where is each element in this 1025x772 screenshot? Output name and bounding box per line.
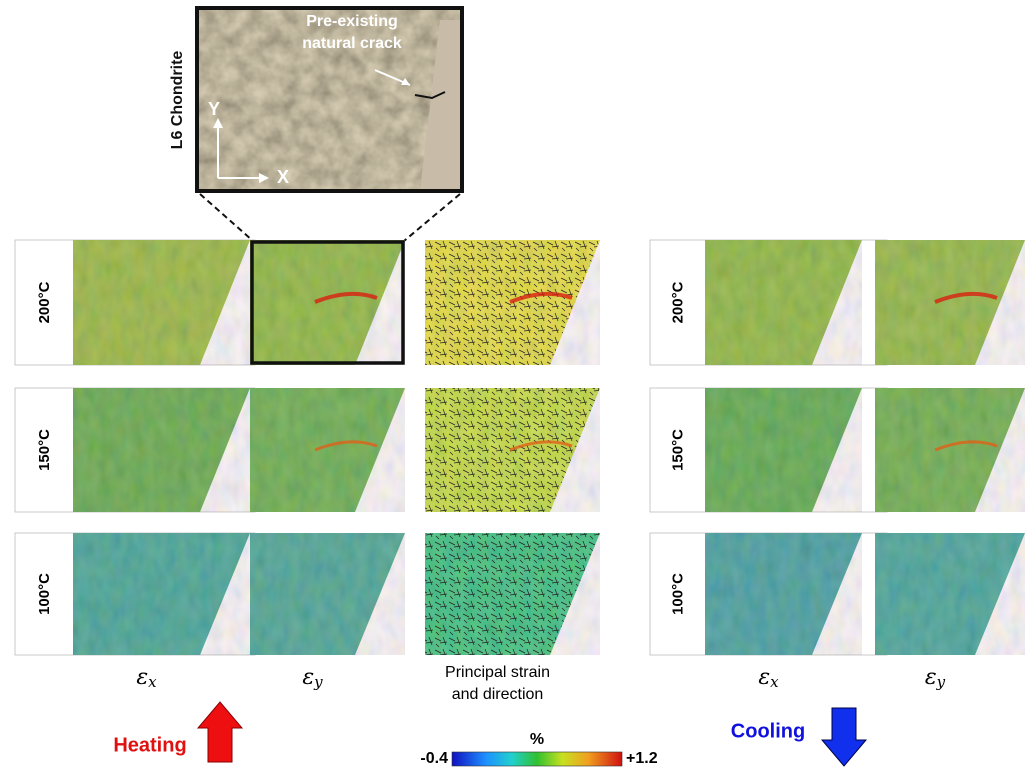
row-label: 100°C (36, 573, 53, 615)
row-label: 200°C (36, 281, 53, 323)
direction-field (425, 533, 600, 655)
cooling-label: Cooling (731, 720, 805, 742)
subscript: x (770, 673, 779, 691)
strain-texture (250, 533, 405, 655)
annotation: natural crack (302, 35, 402, 52)
strain-texture (875, 388, 1025, 512)
inset-label: L6 Chondrite (169, 51, 186, 150)
figure: Pre-existing natural crack Y X L6 Chondr… (0, 0, 1025, 772)
cooling-arrow (822, 708, 866, 766)
row-label: 150°C (669, 429, 686, 471)
colorbar (452, 752, 622, 766)
colorbar-unit: % (530, 731, 544, 748)
column-label: εx (758, 665, 779, 691)
subscript: y (313, 673, 323, 691)
symbol: ε (758, 665, 770, 690)
symbol: ε (925, 665, 937, 690)
row-label: 150°C (36, 429, 53, 471)
axis-label: Y (208, 99, 220, 119)
strain-texture (250, 240, 405, 365)
colorbar-tick-label: +1.2 (626, 750, 658, 767)
symbol: ε (136, 665, 148, 690)
row-label: 100°C (669, 573, 686, 615)
subscript: x (148, 673, 157, 691)
column-label: εy (925, 665, 946, 691)
colorbar-tick-label: -0.4 (420, 750, 448, 767)
annotation: Pre-existing (306, 13, 398, 30)
inset: Pre-existing natural crack Y X L6 Chondr… (169, 8, 462, 241)
column-label: Principal strain (445, 664, 550, 681)
subscript: y (936, 673, 946, 691)
strain-texture (875, 533, 1025, 655)
column-label: εy (302, 665, 323, 691)
strain-texture (250, 388, 405, 512)
column-label: εx (136, 665, 157, 691)
heating-label: Heating (113, 734, 186, 756)
row-label: 200°C (669, 281, 686, 323)
symbol: ε (302, 665, 314, 690)
axis-label: X (277, 167, 289, 187)
zoom-lines (200, 194, 460, 241)
strain-texture (875, 240, 1025, 365)
column-label: and direction (452, 686, 544, 703)
heating-arrow (198, 702, 242, 762)
